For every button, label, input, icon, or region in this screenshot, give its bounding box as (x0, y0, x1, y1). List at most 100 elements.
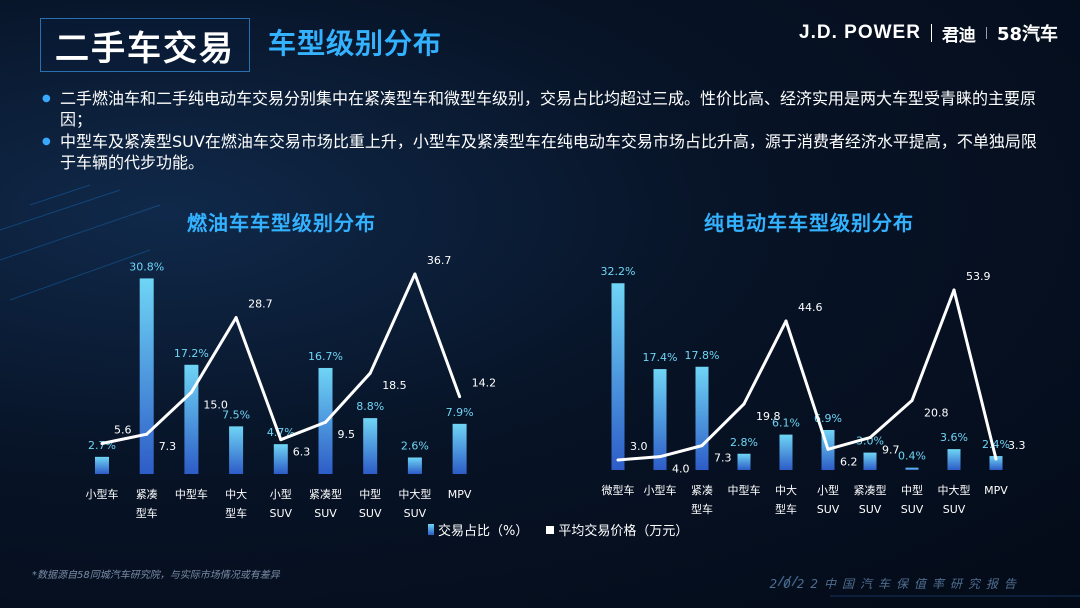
bar (737, 453, 751, 470)
bar-label: 17.4% (643, 351, 678, 364)
legend-item-line: 平均交易价格（万元） (546, 520, 688, 539)
price-point (279, 438, 283, 442)
bar (947, 449, 961, 470)
price-label: 18.5 (382, 379, 407, 392)
bar-label: 6.9% (814, 412, 842, 425)
bar-label: 7.9% (446, 406, 474, 419)
bar (611, 283, 625, 470)
bar-label: 3.6% (940, 431, 968, 444)
bar (407, 457, 422, 474)
category-label: 中型车 (728, 483, 761, 497)
price-point (458, 395, 462, 399)
category-label: 中大 (775, 483, 797, 497)
legend-bar-swatch (428, 524, 434, 535)
category-label: MPV (448, 488, 472, 501)
category-label: 型车 (136, 506, 158, 520)
bar-label: 2.4% (982, 438, 1010, 451)
price-label: 36.7 (427, 254, 452, 267)
category-label: 微型车 (602, 483, 635, 497)
price-label: 5.6 (114, 423, 132, 436)
price-point (368, 371, 372, 375)
bar (363, 418, 378, 474)
category-label: 紧凑型 (854, 483, 887, 497)
chart-legend: 交易占比（%） 平均交易价格（万元） (428, 520, 688, 539)
bar-label: 2.8% (730, 436, 758, 449)
bar-label: 32.2% (601, 265, 636, 278)
bar (653, 369, 667, 470)
category-label: 型车 (691, 502, 713, 516)
category-label: 紧凑 (136, 487, 158, 501)
page-subtitle: 车型级别分布 (268, 27, 443, 60)
price-label: 14.2 (472, 377, 497, 390)
chart-1: 32.2% 17.4% 17.8% 2.8% 6.1% 6.9% 3.0% 0.4% 3.6% 2… (601, 265, 1026, 516)
category-label: 中大型 (938, 483, 971, 497)
bar (989, 456, 1003, 470)
bar-label: 8.8% (356, 400, 384, 413)
bar (452, 423, 467, 474)
category-label: 中大 (225, 487, 247, 501)
category-label: SUV (404, 507, 427, 520)
chart-title-ev: 纯电动车车型级别分布 (704, 211, 914, 235)
bar-label: 17.2% (174, 347, 209, 360)
bar-label: 2.6% (401, 439, 429, 452)
bullet-item: 中型车及紧凑型SUV在燃油车交易市场比重上升，小型车及紧凑型车在纯电动车交易市场… (40, 131, 1040, 173)
legend-line-swatch (546, 525, 555, 534)
price-point (324, 420, 327, 424)
price-label: 6.3 (293, 446, 311, 459)
bar (273, 444, 288, 474)
price-label: 6.2 (840, 455, 858, 468)
price-line (101, 272, 462, 445)
price-label: 19.8 (756, 410, 781, 423)
bar (184, 364, 199, 474)
category-label: MPV (984, 484, 1008, 497)
header: 二手车交易 车型级别分布 J.D. POWER 君迪 58汽车 (0, 0, 1080, 90)
category-label: 小型车 (644, 483, 677, 497)
price-point (952, 288, 956, 292)
category-label: 中型 (359, 487, 381, 501)
price-point (826, 447, 830, 451)
price-point (100, 441, 104, 445)
price-point (413, 272, 417, 276)
category-label: 紧凑 (691, 483, 713, 497)
legend-line-label: 平均交易价格（万元） (558, 524, 689, 539)
price-label: 4.0 (672, 463, 690, 476)
bullet-item: 二手燃油车和二手纯电动车交易分别集中在紧凑型车和微型车级别，交易占比均超过三成。… (40, 88, 1040, 130)
category-label: 中大型 (398, 487, 431, 501)
price-label: 7.3 (159, 440, 177, 453)
price-label: 3.3 (1008, 439, 1026, 452)
bar-label: 17.8% (685, 349, 720, 362)
price-label: 9.5 (338, 428, 356, 441)
bar (863, 452, 877, 470)
price-point (910, 399, 914, 403)
category-label: SUV (859, 503, 882, 516)
jd-power-logo: J.D. POWER (799, 22, 921, 43)
bar-label: 0.4% (898, 450, 926, 463)
category-label: 型车 (225, 506, 247, 520)
price-point (616, 458, 620, 462)
report-name: 2022中国汽车保值率研究报告 (769, 577, 1022, 591)
legend-bar-label: 交易占比（%） (438, 524, 529, 539)
chart-title-fuel: 燃油车车型级别分布 (187, 211, 376, 235)
price-point (994, 457, 998, 461)
page-title: 二手车交易 (55, 28, 235, 69)
price-point (700, 444, 704, 448)
bar (139, 278, 154, 474)
price-label: 9.7 (882, 444, 900, 457)
bar (95, 456, 109, 474)
price-point (868, 436, 872, 440)
category-label: SUV (901, 503, 924, 516)
bar-label: 30.8% (129, 260, 164, 273)
brand-logos: J.D. POWER 君迪 58汽车 (799, 20, 1058, 46)
price-label: 3.0 (630, 440, 648, 453)
brand-divider (930, 24, 932, 42)
category-label: SUV (817, 503, 840, 516)
category-label: 小型车 (86, 487, 119, 501)
legend-item-bar: 交易占比（%） (428, 520, 528, 539)
title-box: 二手车交易 (40, 18, 250, 72)
category-label: SUV (314, 507, 337, 520)
price-line (617, 288, 998, 462)
price-point (784, 319, 788, 323)
chart-0: 2.7%30.8%17.2%7.5%4.7%16.7%8.8%2.6%7.9%5… (86, 254, 497, 520)
price-point (658, 455, 662, 459)
